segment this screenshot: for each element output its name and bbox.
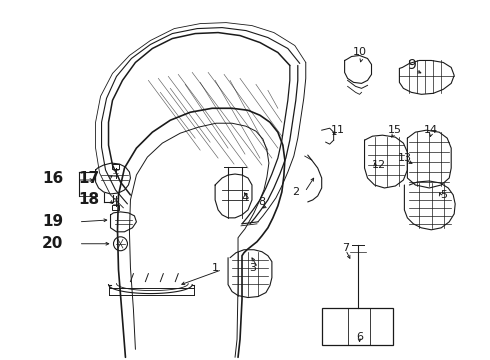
- Text: 1: 1: [212, 263, 219, 273]
- Bar: [112, 205, 120, 210]
- Text: 8: 8: [258, 197, 266, 207]
- Text: 10: 10: [353, 48, 367, 58]
- Text: 5: 5: [440, 190, 447, 200]
- Bar: [112, 164, 120, 169]
- Text: 20: 20: [42, 236, 63, 251]
- Text: 15: 15: [388, 125, 401, 135]
- Text: 17: 17: [78, 171, 99, 185]
- Text: 12: 12: [371, 160, 386, 170]
- Text: 9: 9: [407, 58, 416, 72]
- Text: 6: 6: [356, 332, 363, 342]
- Text: 2: 2: [292, 187, 299, 197]
- Text: 13: 13: [397, 153, 412, 163]
- Text: 16: 16: [42, 171, 63, 185]
- Text: 19: 19: [42, 214, 63, 229]
- Text: 14: 14: [424, 125, 439, 135]
- Text: 3: 3: [249, 263, 256, 273]
- Text: 7: 7: [342, 243, 349, 253]
- Text: 11: 11: [331, 125, 344, 135]
- Bar: [322, 307, 393, 345]
- Text: 4: 4: [242, 193, 248, 203]
- Text: 18: 18: [78, 193, 99, 207]
